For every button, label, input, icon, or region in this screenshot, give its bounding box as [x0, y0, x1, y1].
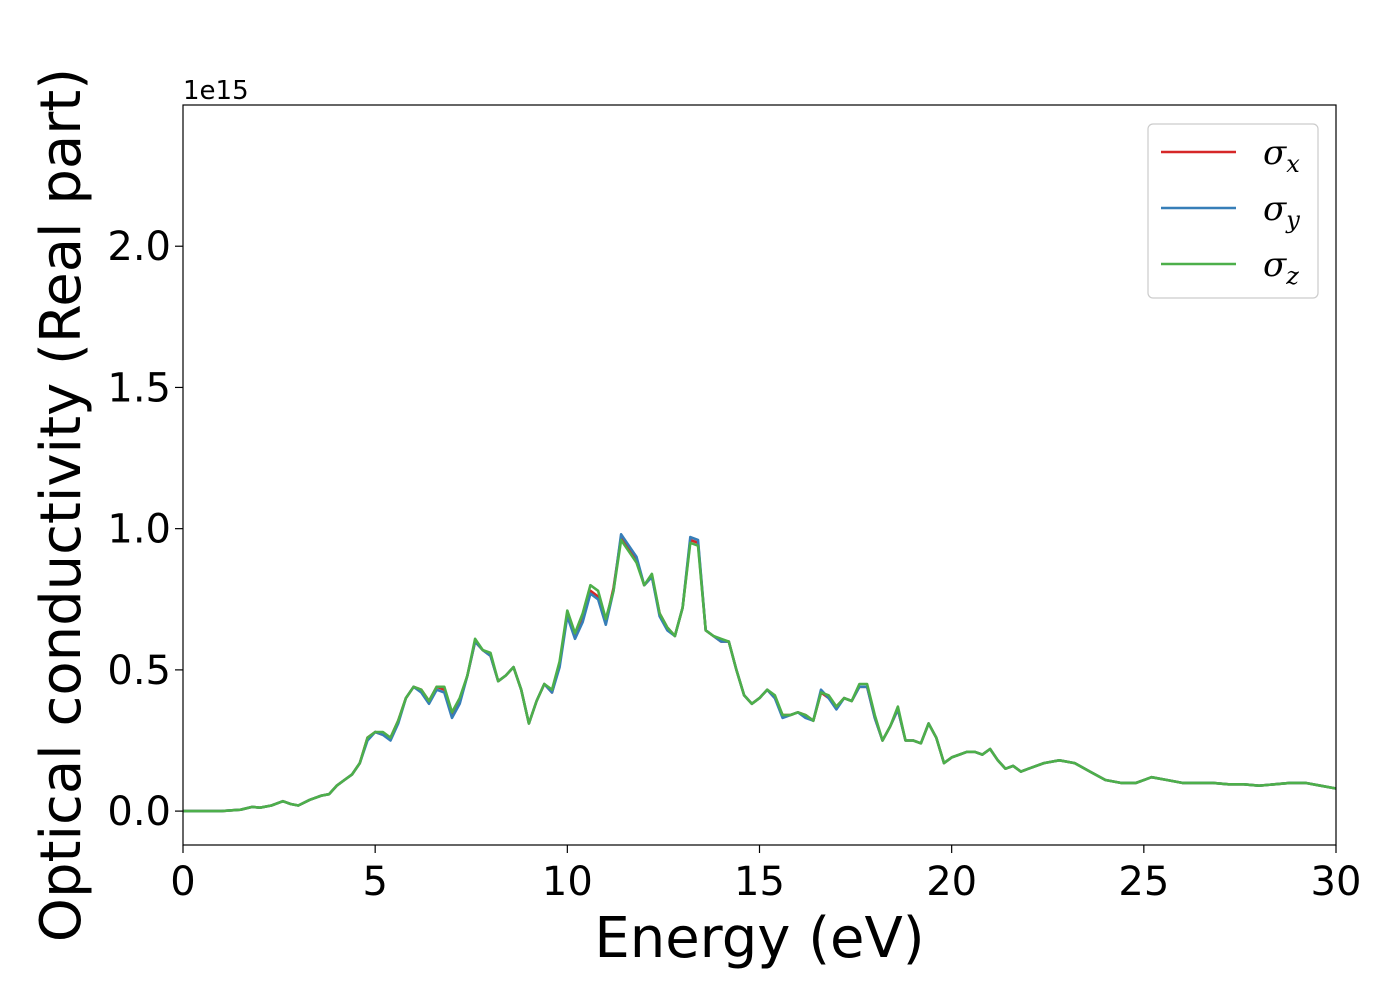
x-tick-label: 5 — [362, 859, 387, 905]
x-tick-label: 0 — [170, 859, 195, 905]
y-axis-title: Optical conductivity (Real part) — [29, 68, 94, 942]
y-tick-label: 1.0 — [107, 507, 171, 553]
plot-lines — [183, 532, 1337, 813]
y-tick-label: 0.5 — [107, 648, 171, 694]
x-tick-label: 25 — [1118, 859, 1169, 905]
x-tick-label: 20 — [926, 859, 977, 905]
x-axis: 0 5 10 15 20 25 30 — [170, 845, 1361, 905]
x-axis-title: Energy (eV) — [594, 906, 924, 971]
legend-item-y: σy — [1161, 189, 1300, 234]
legend-item-x: σx — [1161, 133, 1300, 178]
legend-label: σx — [1263, 133, 1300, 178]
y-axis: 0.0 0.5 1.0 1.5 2.0 — [107, 224, 183, 835]
legend-box — [1147, 123, 1319, 299]
series-line-z — [183, 538, 1337, 813]
y-tick-label: 1.5 — [107, 365, 171, 411]
x-tick-label: 30 — [1311, 859, 1362, 905]
x-tick-label: 10 — [542, 859, 593, 905]
y-offset-label: 1e15 — [183, 76, 249, 106]
y-tick-label: 0.0 — [107, 789, 171, 835]
y-tick-label: 2.0 — [107, 224, 171, 270]
x-tick-label: 15 — [734, 859, 785, 905]
